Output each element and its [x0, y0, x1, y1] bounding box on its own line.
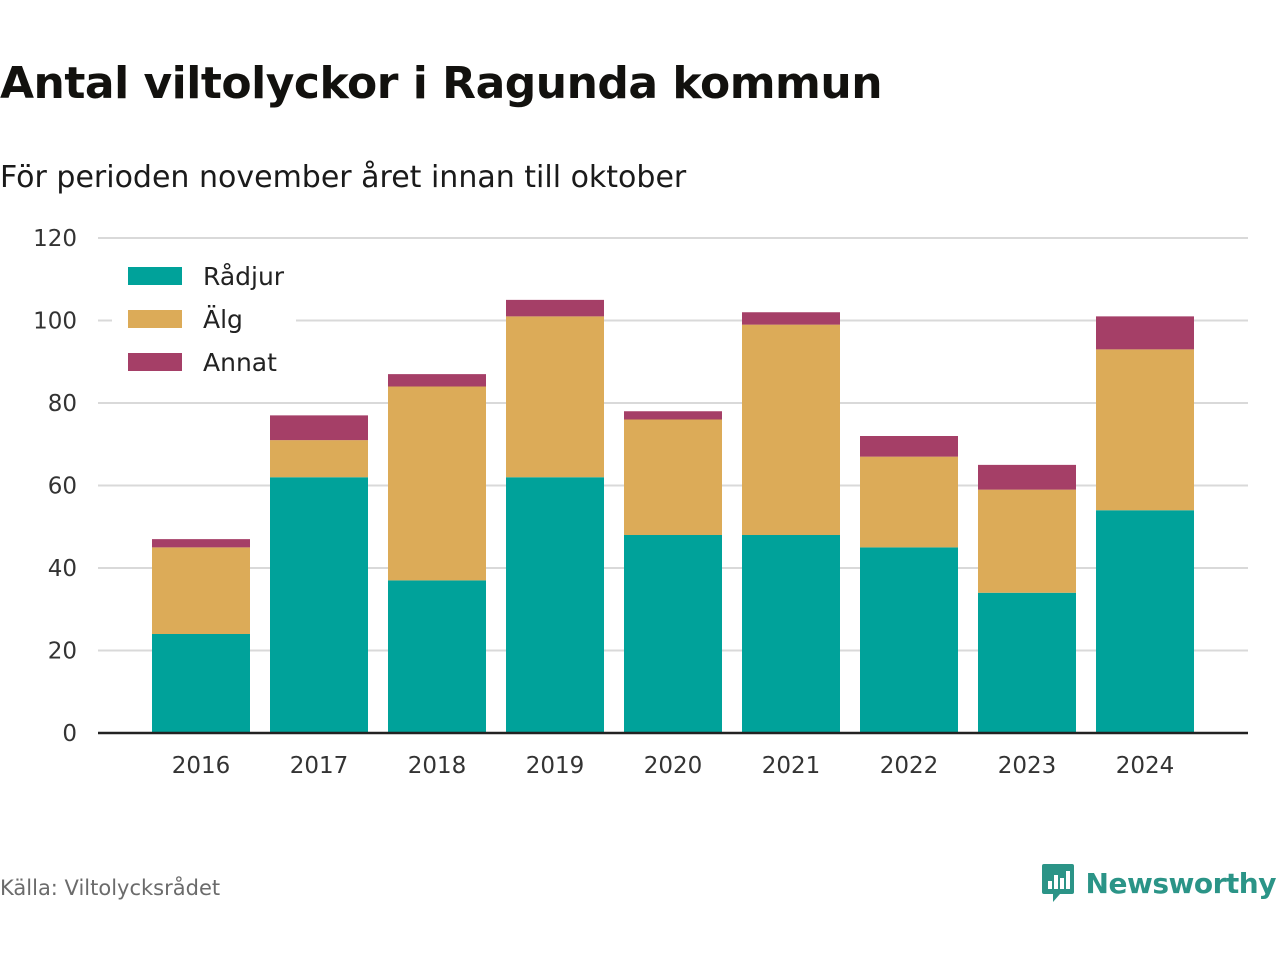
y-tick-label: 100	[33, 309, 77, 335]
x-tick-label: 2018	[408, 753, 467, 779]
bar-segment	[152, 634, 250, 733]
legend-swatch	[128, 267, 182, 285]
legend-swatch	[128, 353, 182, 371]
bar-segment	[742, 324, 840, 535]
bar-segment	[860, 436, 958, 457]
x-tick-label: 2021	[762, 753, 821, 779]
bar-segment	[152, 539, 250, 548]
legend-swatch	[128, 310, 182, 328]
legend-label: Rådjur	[203, 262, 285, 291]
bar-segment	[624, 411, 722, 420]
bar-segment	[978, 489, 1076, 593]
y-tick-label: 80	[48, 391, 77, 417]
brand-name: Newsworthy	[1085, 866, 1277, 900]
x-tick-label: 2019	[526, 753, 585, 779]
y-tick-label: 60	[48, 474, 77, 500]
bar-segment	[624, 535, 722, 733]
y-tick-label: 40	[48, 556, 77, 582]
bar-segment	[1096, 316, 1194, 350]
bar-segment	[1096, 510, 1194, 733]
bar-segment	[388, 386, 486, 581]
x-tick-label: 2017	[290, 753, 349, 779]
source-note: Källa: Viltolycksrådet	[0, 876, 221, 900]
legend-label: Annat	[203, 348, 277, 377]
bar-segment	[506, 316, 604, 478]
x-tick-label: 2020	[644, 753, 703, 779]
bar-segment	[270, 440, 368, 478]
x-tick-label: 2022	[880, 753, 939, 779]
bar-segment	[978, 464, 1076, 490]
legend-label: Älg	[203, 305, 243, 334]
stacked-bar-chart: 0 20 40 60 80 100 120 2016 2017 2018 2019 2020 2021 2…	[33, 226, 1248, 779]
bar-segment	[860, 547, 958, 733]
chart-subtitle: För perioden november året innan till ok…	[0, 160, 687, 195]
bar-segment	[860, 456, 958, 548]
x-tick-label: 2023	[998, 753, 1057, 779]
bar-segment	[742, 535, 840, 733]
y-tick-label: 120	[33, 226, 77, 252]
x-tick-label: 2024	[1116, 753, 1175, 779]
chart-title: Antal viltolyckor i Ragunda kommun	[0, 58, 883, 109]
bar-segment	[270, 477, 368, 733]
bar-segment	[624, 419, 722, 535]
bar-segment	[978, 592, 1076, 733]
bar-segment	[152, 547, 250, 634]
x-tick-label: 2016	[172, 753, 231, 779]
bar-segment	[388, 580, 486, 733]
y-tick-label: 0	[62, 721, 77, 747]
bar-segment	[270, 415, 368, 441]
brand-logo[interactable]: Newsworthy	[1040, 862, 1277, 904]
bar-segment	[388, 374, 486, 387]
bar-segment	[506, 299, 604, 317]
y-tick-label: 20	[48, 639, 77, 665]
bar-chart-speech-bubble-icon	[1041, 864, 1074, 902]
bar-segment	[742, 312, 840, 325]
bar-segment	[1096, 349, 1194, 511]
bar-segment	[506, 477, 604, 733]
